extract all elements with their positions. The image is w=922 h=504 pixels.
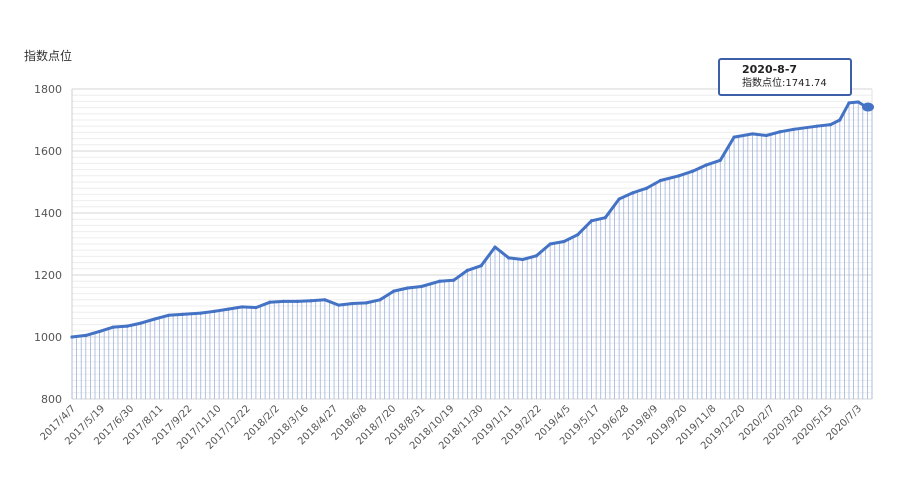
data-point bbox=[617, 197, 621, 201]
data-point bbox=[838, 118, 842, 122]
data-point bbox=[534, 254, 538, 258]
data-point bbox=[452, 278, 456, 282]
data-point bbox=[254, 305, 258, 310]
data-point bbox=[323, 298, 327, 302]
area-drop-lines bbox=[71, 102, 873, 399]
data-point bbox=[658, 178, 663, 183]
data-point bbox=[406, 286, 410, 290]
y-tick-label: 1600 bbox=[34, 145, 62, 158]
data-point bbox=[392, 289, 396, 293]
tooltip-value: 指数点位:1741.74 bbox=[742, 78, 827, 89]
data-point bbox=[718, 158, 722, 162]
y-tick-label: 1000 bbox=[34, 331, 62, 344]
data-point bbox=[153, 317, 157, 321]
series-layer bbox=[70, 100, 874, 339]
y-axis: 800 1000 1200 1400 1600 1800 bbox=[34, 83, 62, 406]
data-point bbox=[419, 284, 424, 289]
data-point bbox=[520, 257, 525, 262]
data-point bbox=[70, 335, 74, 339]
data-point bbox=[548, 242, 552, 246]
data-point bbox=[815, 124, 819, 128]
tooltip: 2020-8-7 指数点位:1741.74 bbox=[718, 58, 852, 96]
data-point bbox=[589, 219, 594, 223]
data-point bbox=[847, 101, 851, 105]
data-point bbox=[111, 325, 115, 329]
data-point bbox=[764, 133, 768, 138]
data-point bbox=[240, 305, 244, 309]
data-point bbox=[704, 163, 709, 167]
y-axis-title: 指数点位 bbox=[24, 48, 72, 63]
data-point bbox=[295, 299, 299, 303]
data-point bbox=[829, 123, 833, 127]
data-point bbox=[465, 268, 470, 272]
data-point bbox=[309, 299, 313, 303]
data-point bbox=[691, 169, 695, 173]
data-point bbox=[792, 127, 796, 131]
data-point bbox=[677, 174, 681, 178]
x-axis: 2017/4/72017/5/192017/6/302017/8/112017/… bbox=[39, 403, 865, 452]
data-point bbox=[199, 311, 203, 315]
data-point bbox=[778, 130, 782, 134]
y-tick-label: 1400 bbox=[34, 207, 62, 220]
data-point bbox=[507, 256, 511, 260]
y-tick-label: 1200 bbox=[34, 269, 62, 282]
data-point bbox=[212, 309, 217, 313]
data-point bbox=[631, 191, 635, 195]
data-point bbox=[226, 307, 230, 311]
data-point bbox=[139, 321, 143, 325]
data-point bbox=[576, 233, 580, 237]
data-point bbox=[350, 301, 355, 306]
data-point bbox=[268, 300, 272, 304]
data-point bbox=[562, 239, 566, 244]
data-point bbox=[337, 303, 341, 307]
data-point bbox=[438, 279, 442, 283]
data-point bbox=[645, 186, 649, 190]
data-point bbox=[281, 299, 286, 303]
data-point bbox=[364, 301, 368, 305]
data-point bbox=[856, 100, 860, 104]
data-point bbox=[493, 245, 497, 249]
data-point bbox=[180, 312, 184, 316]
data-point bbox=[603, 216, 607, 220]
tooltip-date: 2020-8-7 bbox=[742, 63, 798, 76]
data-point bbox=[125, 324, 129, 328]
y-tick-label: 1800 bbox=[34, 83, 62, 96]
data-point bbox=[84, 333, 88, 338]
y-tick-label: 800 bbox=[41, 393, 62, 406]
data-point bbox=[97, 329, 102, 334]
data-point bbox=[378, 298, 382, 302]
data-point bbox=[732, 135, 736, 139]
data-point bbox=[750, 132, 755, 136]
highlight-point[interactable] bbox=[862, 102, 874, 112]
data-point bbox=[166, 313, 171, 317]
data-point bbox=[479, 264, 483, 268]
